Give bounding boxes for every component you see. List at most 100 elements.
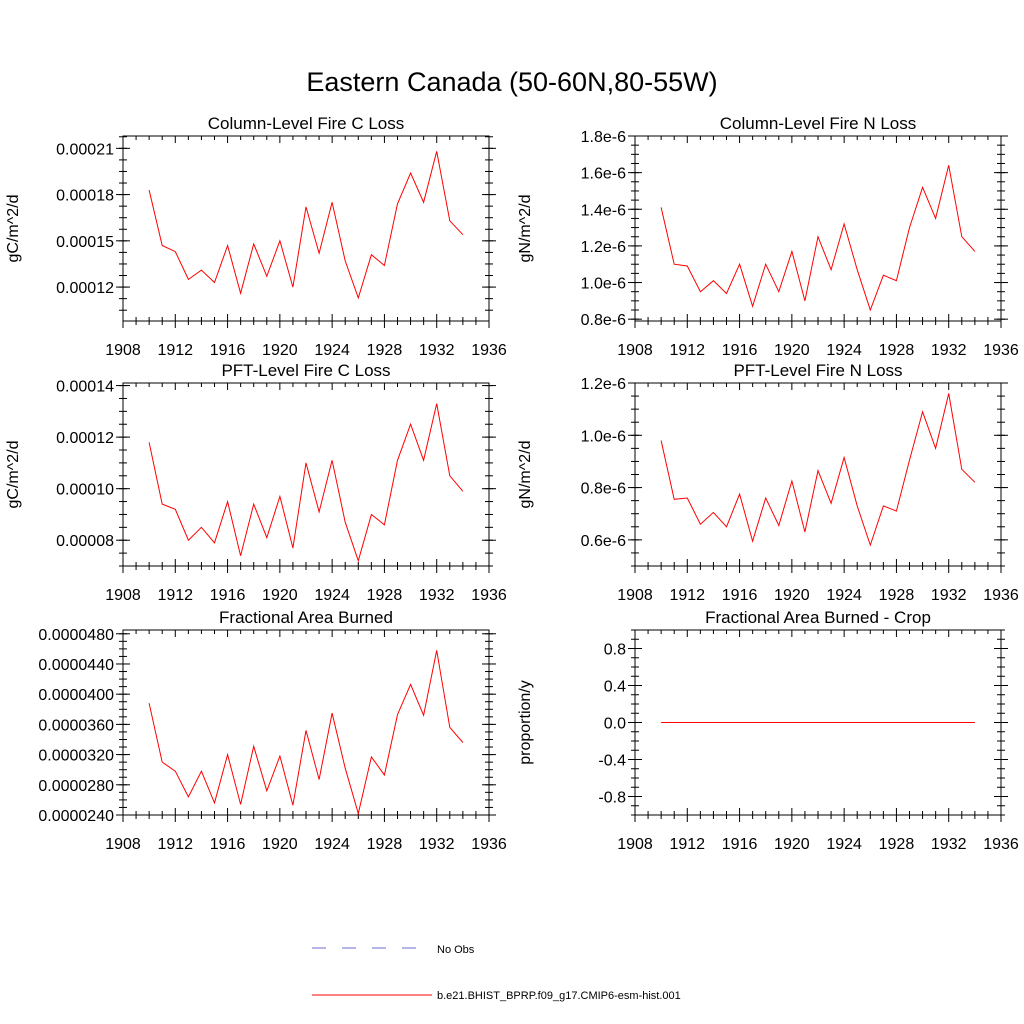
panel-title: Fractional Area Burned (219, 608, 393, 627)
y-tick-label: 0.6e-6 (581, 533, 626, 550)
x-tick-label: 1932 (419, 836, 455, 853)
legend-series-label: b.e21.BHIST_BPRP.f09_g17.CMIP6-esm-hist.… (437, 990, 681, 1002)
x-tick-label: 1932 (419, 342, 455, 359)
x-tick-label: 1924 (826, 836, 862, 853)
chart-panel-6: Fractional Area Burned - Crop 1908 1912 191… (517, 608, 1019, 853)
x-tick-label: 1928 (879, 587, 915, 604)
x-tick-label: 1936 (471, 587, 507, 604)
y-tick-label: 0.00010 (56, 482, 114, 499)
series-line (148, 403, 464, 563)
y-axis-label: proportion/y (517, 680, 534, 765)
x-tick-label: 1908 (617, 587, 653, 604)
y-tick-label: 1.2e-6 (581, 239, 626, 256)
x-tick-label: 1928 (367, 342, 403, 359)
x-tick-label: 1908 (617, 342, 653, 359)
x-tick-label: 1924 (314, 342, 350, 359)
x-tick-label: 1912 (669, 836, 705, 853)
chart-panel-5: Fractional Area Burned 1908 1912 1916 1920 19… (38, 608, 507, 853)
plot-frame (634, 382, 1002, 567)
y-tick-label: 0.00012 (56, 430, 114, 447)
x-tick-label: 1928 (367, 836, 403, 853)
series-line (148, 151, 464, 300)
legend-no-obs-label: No Obs (437, 944, 475, 956)
x-tick-label: 1920 (262, 836, 298, 853)
x-tick-label: 1924 (314, 836, 350, 853)
x-tick-label: 1924 (314, 587, 350, 604)
y-tick-label: 0.0 (604, 716, 626, 733)
y-tick-label: 1.0e-6 (581, 276, 626, 293)
x-tick-label: 1928 (879, 342, 915, 359)
series-line (148, 650, 464, 816)
x-tick-label: 1916 (210, 587, 246, 604)
plot-frame (122, 629, 490, 816)
y-tick-label: -0.8 (598, 790, 626, 807)
y-axis-label: gC/m^2/d (5, 195, 22, 263)
chart-panel-1: Column-Level Fire C Loss 1908 1912 1916 1920… (5, 114, 507, 359)
plot-frame (122, 382, 490, 567)
x-tick-label: 1936 (983, 587, 1019, 604)
panels: Column-Level Fire C Loss 1908 1912 1916 1920… (5, 114, 1019, 853)
x-tick-label: 1908 (617, 836, 653, 853)
x-tick-label: 1924 (826, 587, 862, 604)
x-tick-label: 1912 (669, 342, 705, 359)
panel-title: Column-Level Fire C Loss (208, 114, 405, 133)
panel-title: PFT-Level Fire N Loss (733, 361, 902, 380)
x-tick-label: 1920 (262, 587, 298, 604)
y-tick-label: 1.8e-6 (581, 129, 626, 146)
y-tick-label: 0.4 (604, 679, 626, 696)
y-tick-label: 0.0000400 (38, 687, 114, 704)
x-tick-label: 1912 (157, 836, 193, 853)
y-tick-label: 0.00012 (56, 280, 114, 297)
x-tick-label: 1936 (471, 342, 507, 359)
y-tick-label: 0.00008 (56, 533, 114, 550)
panel-title: Column-Level Fire N Loss (720, 114, 917, 133)
main-title: Eastern Canada (50-60N,80-55W) (306, 67, 717, 97)
y-tick-label: 0.00014 (56, 379, 114, 396)
series-line (660, 393, 976, 547)
y-tick-label: 0.8e-6 (581, 312, 626, 329)
x-tick-label: 1924 (826, 342, 862, 359)
x-tick-label: 1936 (471, 836, 507, 853)
x-tick-label: 1912 (157, 587, 193, 604)
legend: No Obs b.e21.BHIST_BPRP.f09_g17.CMIP6-es… (312, 944, 681, 1002)
x-tick-label: 1920 (262, 342, 298, 359)
y-axis-label: gC/m^2/d (5, 441, 22, 509)
x-tick-label: 1908 (105, 342, 141, 359)
x-tick-label: 1928 (879, 836, 915, 853)
panel-title: Fractional Area Burned - Crop (705, 608, 931, 627)
series-line (660, 165, 976, 312)
x-tick-label: 1916 (722, 342, 758, 359)
x-tick-label: 1916 (210, 342, 246, 359)
x-tick-label: 1912 (669, 587, 705, 604)
y-tick-label: 0.0000440 (38, 657, 114, 674)
x-tick-label: 1916 (722, 836, 758, 853)
y-tick-label: 0.00015 (56, 234, 114, 251)
y-axis-label: gN/m^2/d (517, 441, 534, 509)
y-axis-label: gN/m^2/d (517, 195, 534, 263)
x-tick-label: 1928 (367, 587, 403, 604)
y-tick-label: 0.0000360 (38, 717, 114, 734)
x-tick-label: 1916 (210, 836, 246, 853)
y-tick-label: 0.00018 (56, 188, 114, 205)
x-tick-label: 1936 (983, 342, 1019, 359)
x-tick-label: 1932 (931, 836, 967, 853)
x-tick-label: 1920 (774, 836, 810, 853)
y-tick-label: 0.8e-6 (581, 481, 626, 498)
x-tick-label: 1932 (931, 587, 967, 604)
y-tick-label: 1.2e-6 (581, 376, 626, 393)
y-tick-label: 0.0000240 (38, 808, 114, 825)
y-tick-label: 1.0e-6 (581, 428, 626, 445)
x-tick-label: 1908 (105, 587, 141, 604)
x-tick-label: 1916 (722, 587, 758, 604)
y-tick-label: 0.0000320 (38, 748, 114, 765)
plot-frame (634, 135, 1002, 322)
y-tick-label: 1.6e-6 (581, 166, 626, 183)
chart-panel-4: PFT-Level Fire N Loss 1908 1912 1916 1920 192… (517, 361, 1019, 604)
y-tick-label: -0.4 (598, 753, 626, 770)
chart-panel-3: PFT-Level Fire C Loss 1908 1912 1916 1920 192… (5, 361, 507, 604)
x-tick-label: 1936 (983, 836, 1019, 853)
y-tick-label: 0.8 (604, 642, 626, 659)
x-tick-label: 1920 (774, 342, 810, 359)
x-tick-label: 1932 (419, 587, 455, 604)
